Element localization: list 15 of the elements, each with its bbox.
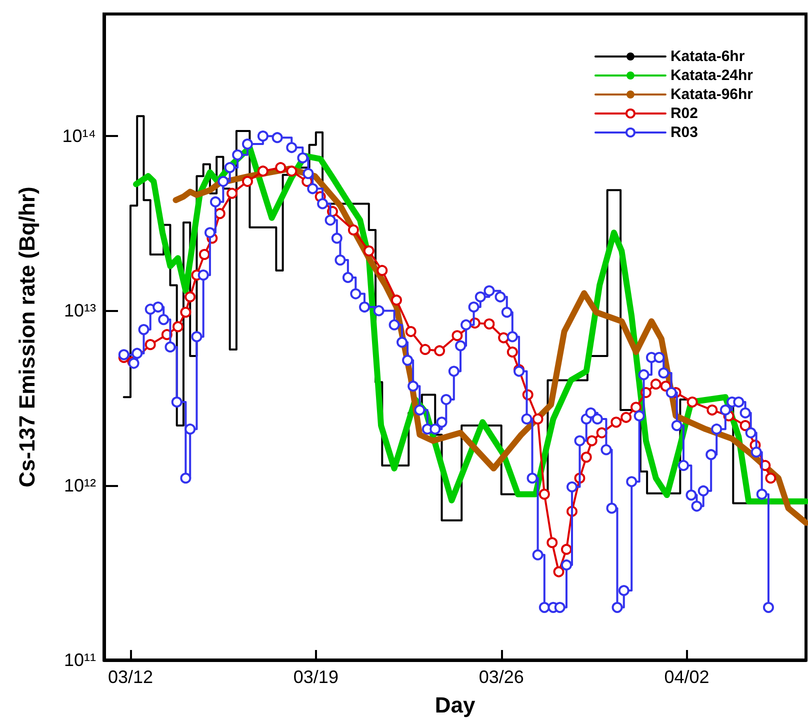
x-tick-label: 04/02 — [664, 667, 710, 687]
legend-label: R02 — [670, 105, 698, 122]
x-tick-label: 03/12 — [108, 667, 154, 687]
x-tick-label: 03/19 — [293, 667, 338, 687]
legend-label: R03 — [670, 124, 698, 141]
legend-label: Katata-96hr — [670, 86, 754, 103]
legend-label: Katata-6hr — [670, 48, 745, 65]
y-tick-label: 10¹² — [64, 475, 96, 496]
y-axis-title: Cs-137 Emission rate (Bq/hr) — [14, 186, 40, 488]
y-tick-label: 10¹³ — [64, 300, 96, 321]
x-axis-title: Day — [434, 692, 476, 718]
y-tick-label: 10¹¹ — [64, 650, 96, 670]
y-tick-label: 10¹⁴ — [62, 126, 96, 146]
legend-label: Katata-24hr — [670, 67, 754, 84]
x-tick-label: 03/26 — [478, 667, 524, 687]
